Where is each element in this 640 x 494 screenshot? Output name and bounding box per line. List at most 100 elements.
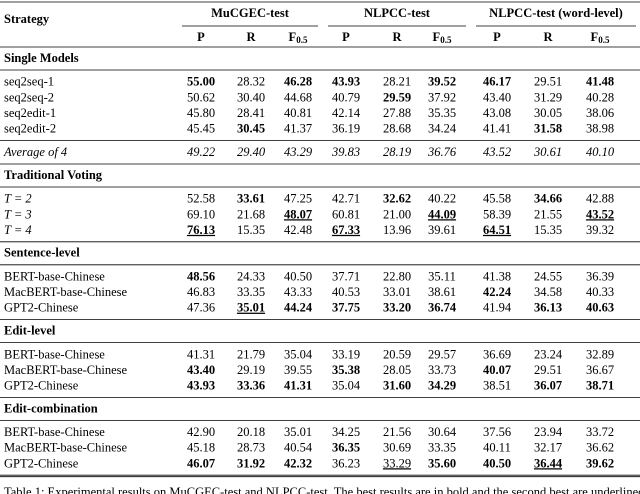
cell-value: 28.05: [383, 363, 411, 377]
row-name: seq2seq-2: [4, 90, 54, 104]
cell-value: 42.24: [483, 285, 512, 299]
cell-value: 41.41: [483, 121, 511, 135]
cell-value: 36.35: [332, 441, 360, 455]
cell-value: 33.29: [383, 456, 411, 470]
cell-value: 29.51: [534, 363, 562, 377]
cell-value: 20.18: [237, 425, 265, 439]
cell-value: 40.22: [428, 192, 456, 206]
cell-value: 37.71: [332, 269, 360, 283]
cell-value: 36.13: [534, 301, 562, 315]
cell-value: 33.01: [383, 285, 411, 299]
cell-value: 23.24: [534, 347, 563, 361]
cell-value: 29.19: [237, 363, 265, 377]
row-name: T = 2: [4, 192, 32, 206]
cell-value: 38.71: [586, 378, 614, 392]
cell-value: 36.07: [534, 378, 562, 392]
group-header: MuCGEC-test: [211, 6, 290, 20]
row-name: BERT-base-Chinese: [4, 347, 105, 361]
strategy-header: Strategy: [4, 12, 50, 26]
row-name: BERT-base-Chinese: [4, 269, 105, 283]
cell-value: 13.96: [383, 223, 411, 237]
cell-value: 39.52: [428, 75, 456, 89]
metric-header: P: [493, 30, 501, 44]
cell-value: 41.94: [483, 301, 512, 315]
cell-value: 33.36: [237, 378, 265, 392]
cell-value: 30.69: [383, 441, 411, 455]
cell-value: 64.51: [483, 223, 511, 237]
section-title: Edit-combination: [4, 401, 98, 415]
cell-value: 40.81: [284, 106, 312, 120]
metric-main: F: [289, 30, 297, 44]
cell-value: 76.13: [187, 223, 215, 237]
cell-value: 41.48: [586, 75, 614, 89]
metric-header: F0.5: [289, 30, 308, 45]
cell-value: 28.68: [383, 121, 411, 135]
cell-value: 30.61: [533, 145, 562, 159]
cell-value: 29.51: [534, 75, 562, 89]
cell-value: 28.32: [237, 75, 265, 89]
cell-value: 38.51: [483, 378, 511, 392]
cell-value: 43.40: [187, 363, 215, 377]
cell-value: 58.39: [483, 207, 511, 221]
cell-value: 29.57: [428, 347, 456, 361]
cell-value: 36.44: [534, 456, 563, 470]
cell-value: 36.39: [586, 269, 614, 283]
cell-value: 41.31: [187, 347, 215, 361]
cell-value: 15.35: [237, 223, 265, 237]
row-name: MacBERT-base-Chinese: [4, 285, 128, 299]
cell-value: 40.50: [284, 269, 312, 283]
cell-value: 28.73: [237, 441, 265, 455]
cell-value: 36.62: [586, 441, 614, 455]
cell-value: 42.71: [332, 192, 360, 206]
cell-value: 33.73: [428, 363, 456, 377]
row-name: GPT2-Chinese: [4, 378, 79, 392]
cell-value: 36.76: [427, 145, 457, 159]
cell-value: 21.56: [383, 425, 411, 439]
cell-value: 39.55: [284, 363, 312, 377]
metric-header: R: [543, 30, 553, 44]
cell-value: 40.50: [483, 456, 511, 470]
cell-value: 30.45: [237, 121, 265, 135]
cell-value: 43.52: [586, 207, 614, 221]
metric-main: F: [591, 30, 599, 44]
row-name: MacBERT-base-Chinese: [4, 363, 128, 377]
cell-value: 37.56: [483, 425, 511, 439]
cell-value: 33.35: [237, 285, 265, 299]
cell-value: 42.48: [284, 223, 312, 237]
cell-value: 45.80: [187, 106, 215, 120]
cell-value: 21.79: [237, 347, 265, 361]
cell-value: 34.66: [534, 192, 562, 206]
metric-sub: 0.5: [598, 35, 610, 45]
cell-value: 42.32: [284, 456, 312, 470]
cell-value: 43.29: [284, 145, 313, 159]
cell-value: 29.40: [237, 145, 266, 159]
cell-value: 44.68: [284, 90, 312, 104]
cell-value: 36.67: [586, 363, 614, 377]
cell-value: 45.18: [187, 441, 215, 455]
cell-value: 32.89: [586, 347, 614, 361]
cell-value: 42.88: [586, 192, 614, 206]
cell-value: 47.25: [284, 192, 312, 206]
cell-value: 32.62: [383, 192, 411, 206]
cell-value: 44.09: [428, 207, 456, 221]
metric-sub: 0.5: [296, 35, 308, 45]
cell-value: 43.40: [483, 90, 511, 104]
row-name: seq2seq-1: [4, 75, 54, 89]
cell-value: 46.28: [284, 75, 312, 89]
cell-value: 34.29: [428, 378, 456, 392]
cell-value: 50.62: [187, 90, 215, 104]
cell-value: 35.04: [284, 347, 313, 361]
cell-value: 34.58: [534, 285, 562, 299]
cell-value: 33.72: [586, 425, 614, 439]
cell-value: 38.06: [586, 106, 614, 120]
metric-header: F0.5: [433, 30, 452, 45]
cell-value: 43.93: [187, 378, 215, 392]
cell-value: 47.36: [187, 301, 215, 315]
cell-value: 40.10: [586, 145, 615, 159]
cell-value: 40.53: [332, 285, 360, 299]
cell-value: 44.24: [284, 301, 313, 315]
section-title: Sentence-level: [4, 246, 80, 260]
metric-sub: 0.5: [440, 35, 452, 45]
cell-value: 67.33: [332, 223, 360, 237]
